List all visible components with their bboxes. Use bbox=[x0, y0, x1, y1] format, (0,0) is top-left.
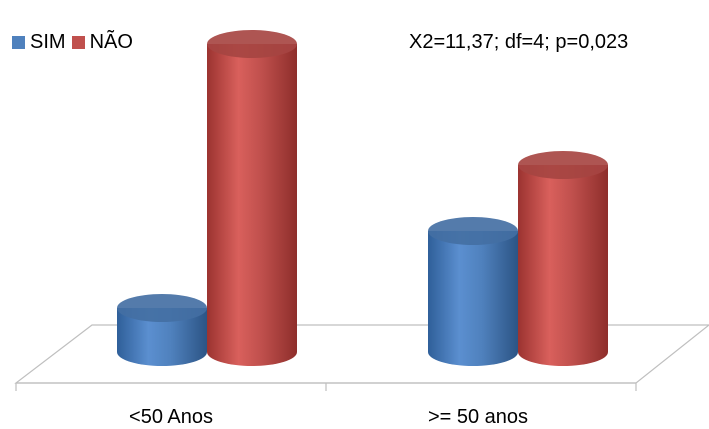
bar-body-sim-1 bbox=[117, 308, 207, 366]
bar-top-shade-sim-2 bbox=[428, 217, 518, 245]
bars-group bbox=[117, 30, 608, 366]
bar-top-nao-1 bbox=[207, 30, 297, 58]
bar-body-nao-1 bbox=[207, 44, 297, 366]
bar-nao-2 bbox=[518, 151, 608, 366]
bar-body-nao-2 bbox=[518, 165, 608, 366]
chart-floor bbox=[14, 324, 709, 391]
bar-sim-1 bbox=[117, 294, 207, 366]
chi-square-annotation: X2=11,37; df=4; p=0,023 bbox=[409, 31, 629, 53]
bar-top-shade-nao-1 bbox=[207, 30, 297, 58]
bar-top-sim-1 bbox=[117, 294, 207, 322]
category-label-2: >= 50 anos bbox=[428, 406, 528, 428]
legend-label-sim: SIM bbox=[30, 31, 66, 53]
category-labels: <50 Anos >= 50 anos bbox=[129, 406, 528, 428]
bar-nao-1 bbox=[207, 30, 297, 366]
legend-swatch-sim bbox=[12, 36, 25, 49]
bar-top-sim-2 bbox=[428, 217, 518, 245]
bar-body-sim-2 bbox=[428, 231, 518, 366]
legend-swatch-nao bbox=[71, 36, 85, 49]
bar-top-shade-nao-2 bbox=[518, 151, 608, 179]
legend-item-sim: SIM bbox=[12, 31, 66, 54]
category-label-1: <50 Anos bbox=[129, 406, 213, 428]
bar-top-shade-sim-1 bbox=[117, 294, 207, 322]
legend-item-nao: NÃO bbox=[71, 31, 133, 54]
bar-sim-2 bbox=[428, 217, 518, 366]
legend: SIM NÃO bbox=[12, 31, 139, 54]
legend-label-nao: NÃO bbox=[89, 31, 133, 53]
bar-top-nao-2 bbox=[518, 151, 608, 179]
